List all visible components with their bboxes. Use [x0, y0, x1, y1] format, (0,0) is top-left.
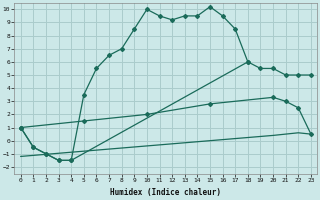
- X-axis label: Humidex (Indice chaleur): Humidex (Indice chaleur): [110, 188, 221, 197]
